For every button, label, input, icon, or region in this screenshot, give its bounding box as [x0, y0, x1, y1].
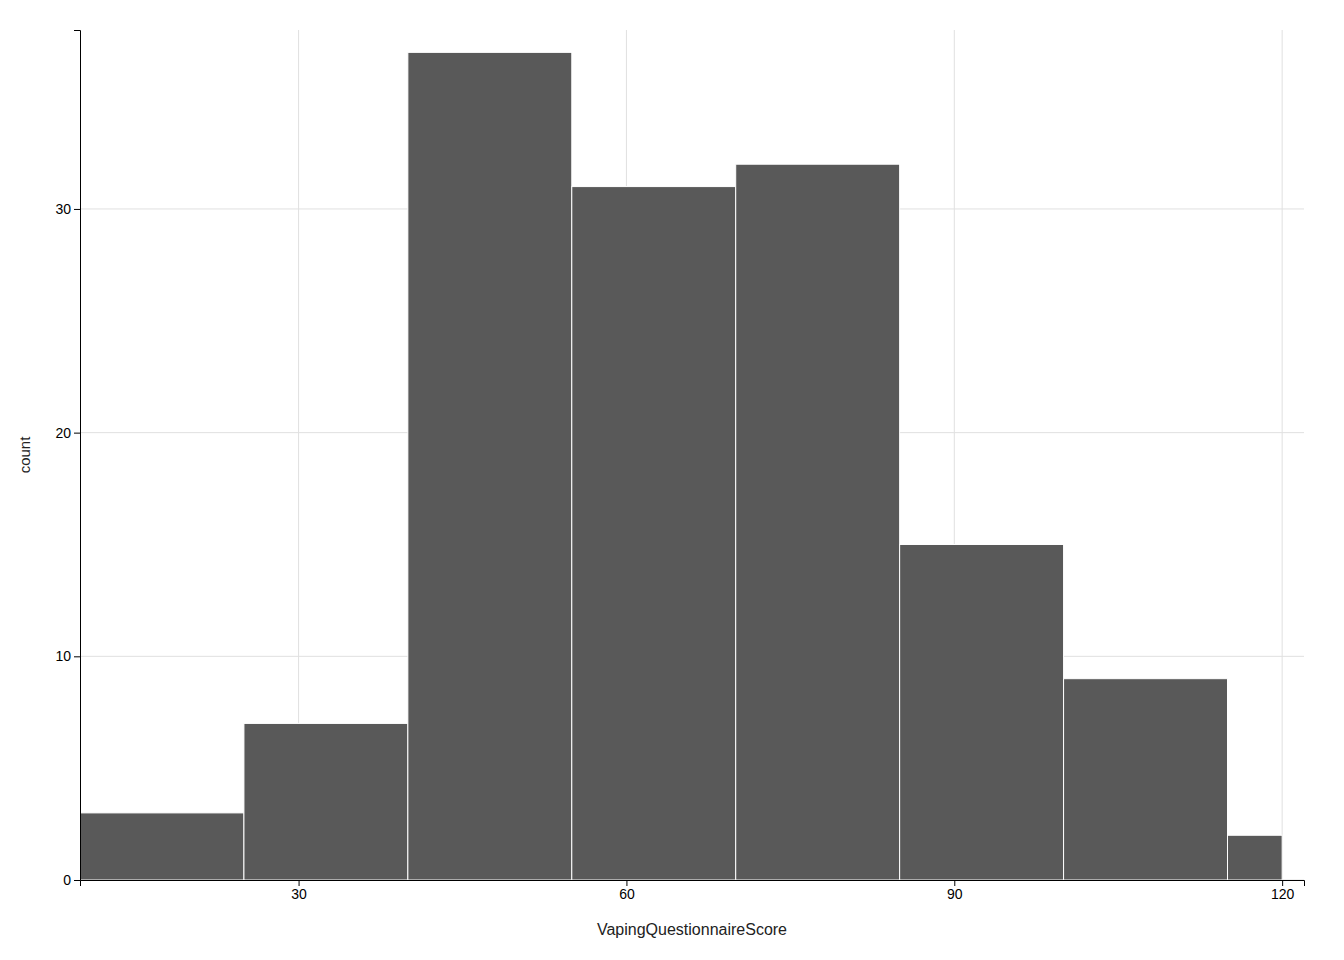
y-axis-line: [74, 31, 81, 881]
histogram-bar: [80, 813, 244, 880]
histogram-bar: [244, 723, 408, 880]
y-axis: 0 10 20 30: [55, 31, 80, 888]
y-tick-label: 0: [63, 872, 71, 888]
y-tick: 0: [63, 872, 80, 888]
y-tick-label: 30: [55, 201, 71, 217]
x-axis-line: [81, 881, 1305, 887]
grid: [80, 30, 1304, 880]
y-tick: 10: [55, 648, 80, 664]
x-tick: 30: [291, 880, 307, 902]
chart-svg: 30 60 90 120 0 10 20 30 VapingQuestionnaireScore…: [0, 0, 1344, 960]
histogram-bar: [572, 187, 736, 880]
y-tick: 30: [55, 201, 80, 217]
x-grid-line: [1282, 30, 1283, 880]
y-tick-mark: [74, 656, 80, 657]
histogram-bar: [736, 164, 900, 880]
y-tick: 20: [55, 425, 80, 441]
y-axis-title: count: [16, 436, 33, 474]
x-tick-label: 30: [291, 886, 307, 902]
x-tick-label: 120: [1271, 886, 1295, 902]
y-tick-mark: [74, 880, 80, 881]
histogram-bar: [1064, 679, 1228, 880]
histogram-bar: [1228, 835, 1283, 880]
x-tick: 60: [619, 880, 635, 902]
y-tick-mark: [74, 209, 80, 210]
histogram-bar: [408, 52, 572, 880]
x-tick: 90: [947, 880, 963, 902]
x-tick-label: 90: [947, 886, 963, 902]
bars: [80, 52, 1282, 880]
chart-container: 30 60 90 120 0 10 20 30 VapingQuestionnaireScore…: [0, 0, 1344, 960]
histogram-bar: [900, 544, 1064, 880]
y-tick-mark: [74, 433, 80, 434]
x-axis-title: VapingQuestionnaireScore: [597, 921, 787, 938]
x-tick-label: 60: [619, 886, 635, 902]
y-tick-label: 20: [55, 425, 71, 441]
x-axis: 30 60 90 120: [81, 880, 1305, 902]
y-tick-label: 10: [55, 648, 71, 664]
plot-area: 30 60 90 120 0 10 20 30: [55, 30, 1304, 902]
x-tick: 120: [1271, 880, 1295, 902]
